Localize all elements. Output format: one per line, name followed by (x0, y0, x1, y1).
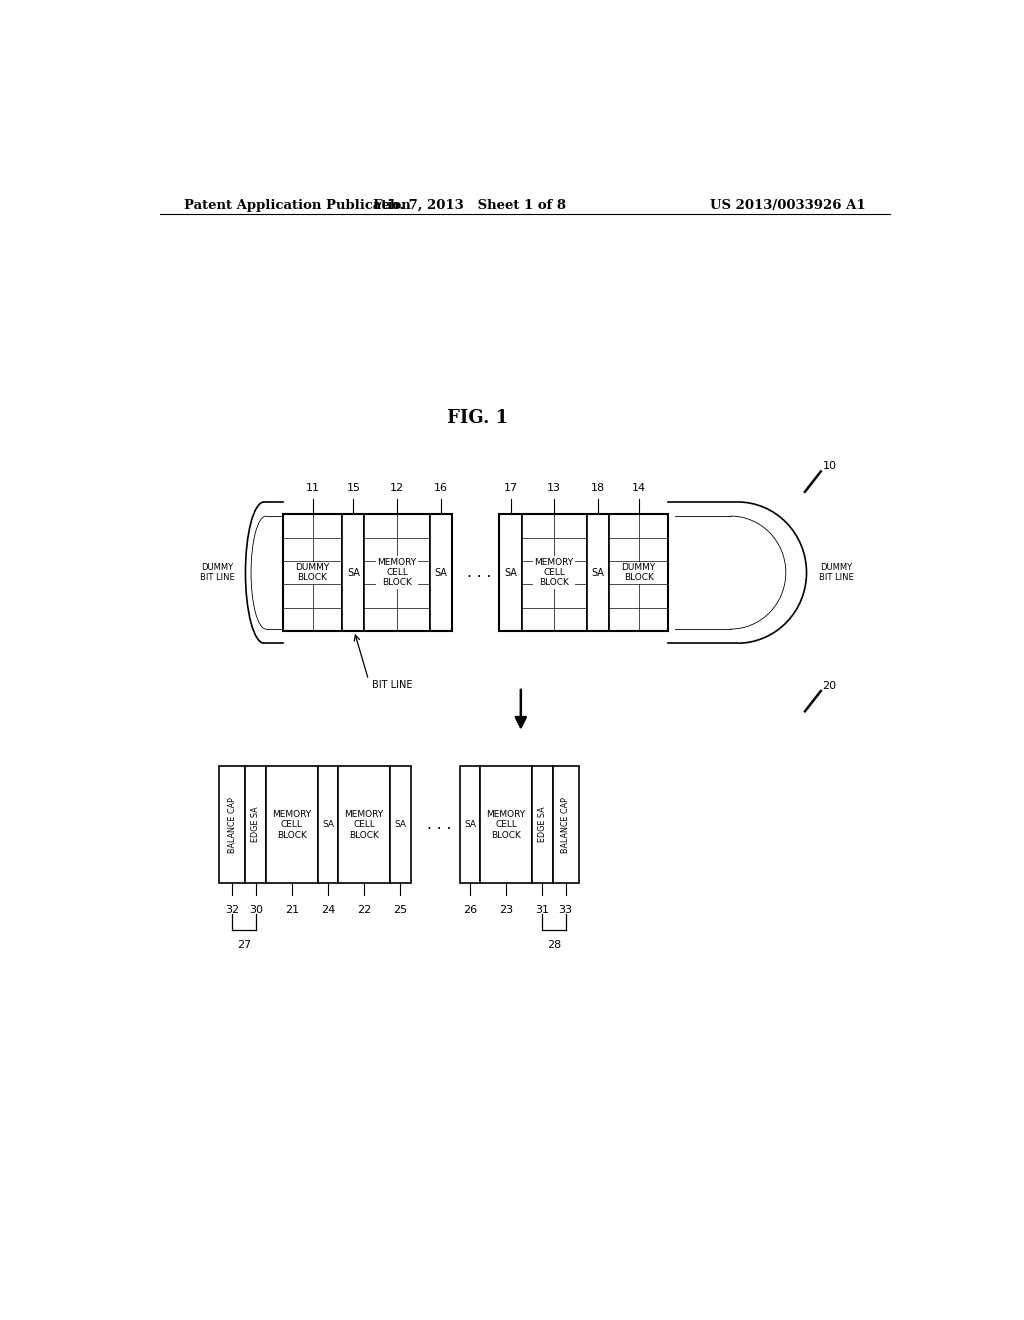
Text: 31: 31 (536, 906, 549, 916)
Text: 25: 25 (393, 906, 408, 916)
Text: SA: SA (504, 568, 517, 578)
Text: SA: SA (394, 820, 407, 829)
Text: 23: 23 (499, 906, 513, 916)
Bar (500, 515, 669, 631)
Text: FIG. 1: FIG. 1 (446, 409, 508, 426)
Text: US 2013/0033926 A1: US 2013/0033926 A1 (711, 199, 866, 213)
Text: 30: 30 (249, 906, 263, 916)
Bar (283, 515, 342, 631)
Text: 24: 24 (321, 906, 335, 916)
Bar (283, 515, 452, 631)
Text: SA: SA (322, 820, 334, 829)
Text: Patent Application Publication: Patent Application Publication (183, 199, 411, 213)
Text: 10: 10 (822, 462, 837, 471)
Text: SA: SA (434, 568, 447, 578)
Text: 14: 14 (632, 483, 646, 492)
Text: EDGE SA: EDGE SA (251, 807, 260, 842)
Text: 15: 15 (346, 483, 360, 492)
Text: 26: 26 (463, 906, 477, 916)
Bar (460, 766, 480, 883)
Text: 20: 20 (822, 681, 837, 690)
Text: 33: 33 (559, 906, 572, 916)
Text: 12: 12 (390, 483, 404, 492)
Bar (587, 515, 609, 631)
Text: SA: SA (592, 568, 604, 578)
Bar (480, 766, 531, 883)
Text: MEMORY
CELL
BLOCK: MEMORY CELL BLOCK (535, 557, 573, 587)
Bar (342, 515, 365, 631)
Bar (521, 515, 587, 631)
Bar (219, 766, 246, 883)
Bar (266, 766, 317, 883)
Text: 32: 32 (225, 906, 240, 916)
Text: 28: 28 (547, 940, 561, 950)
Bar (500, 515, 521, 631)
Text: BALANCE CAP: BALANCE CAP (228, 797, 237, 853)
Text: 16: 16 (434, 483, 447, 492)
Text: MEMORY
CELL
BLOCK: MEMORY CELL BLOCK (378, 557, 417, 587)
Bar (609, 515, 669, 631)
Text: . . .: . . . (467, 565, 492, 579)
Text: 17: 17 (504, 483, 517, 492)
Text: BIT LINE: BIT LINE (373, 680, 413, 690)
Text: DUMMY
BLOCK: DUMMY BLOCK (622, 562, 655, 582)
Text: MEMORY
CELL
BLOCK: MEMORY CELL BLOCK (344, 809, 384, 840)
Bar (390, 766, 411, 883)
Text: 27: 27 (237, 940, 251, 950)
Text: 21: 21 (285, 906, 299, 916)
Text: DUMMY
BIT LINE: DUMMY BIT LINE (200, 562, 234, 582)
Bar (531, 766, 553, 883)
Text: 18: 18 (591, 483, 605, 492)
Text: 13: 13 (547, 483, 561, 492)
Text: SA: SA (464, 820, 476, 829)
Text: EDGE SA: EDGE SA (538, 807, 547, 842)
Bar (430, 515, 452, 631)
Bar (338, 766, 390, 883)
Text: BALANCE CAP: BALANCE CAP (561, 797, 570, 853)
Text: SA: SA (347, 568, 359, 578)
Text: . . .: . . . (427, 817, 452, 832)
Text: 11: 11 (305, 483, 319, 492)
Text: Feb. 7, 2013   Sheet 1 of 8: Feb. 7, 2013 Sheet 1 of 8 (373, 199, 565, 213)
Bar (553, 766, 579, 883)
Text: MEMORY
CELL
BLOCK: MEMORY CELL BLOCK (486, 809, 525, 840)
Bar (317, 766, 338, 883)
Text: DUMMY
BIT LINE: DUMMY BIT LINE (818, 562, 853, 582)
Bar (365, 515, 430, 631)
Text: 22: 22 (357, 906, 372, 916)
Text: MEMORY
CELL
BLOCK: MEMORY CELL BLOCK (272, 809, 311, 840)
Text: DUMMY
BLOCK: DUMMY BLOCK (295, 562, 330, 582)
Bar (246, 766, 266, 883)
